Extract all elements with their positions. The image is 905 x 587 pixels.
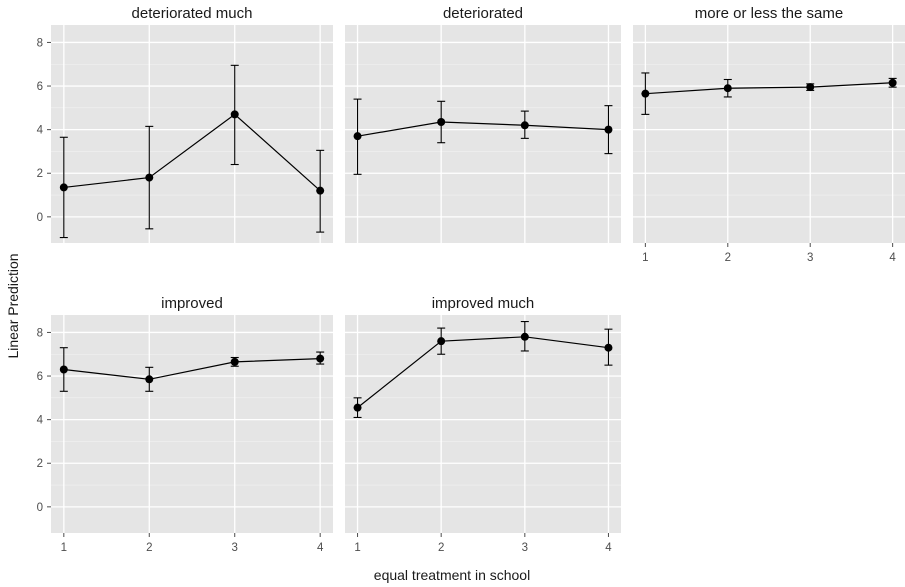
y-axis-title: Linear Prediction <box>5 253 21 358</box>
data-point <box>520 332 529 341</box>
x-tick-label: 4 <box>889 252 896 264</box>
y-tick-label: 4 <box>37 415 44 427</box>
x-tick-label: 1 <box>61 542 67 554</box>
x-tick-label: 4 <box>317 542 324 554</box>
panel-2: deteriorated <box>345 5 621 243</box>
facet-title: deteriorated <box>443 5 523 22</box>
data-point <box>59 183 68 192</box>
data-point <box>888 78 897 87</box>
y-tick-label: 6 <box>37 81 43 93</box>
panels-layer: deteriorated much 0 2 4 6 8 deteriorated more o… <box>37 5 905 554</box>
data-point <box>316 354 325 363</box>
x-tick-label: 2 <box>725 252 731 264</box>
y-tick-label: 6 <box>37 371 43 383</box>
data-point <box>723 84 732 93</box>
series-line <box>63 358 321 380</box>
y-tick-label: 0 <box>37 502 43 514</box>
panel-3: more or less the same 1 2 3 4 <box>633 5 905 264</box>
panel-1: deteriorated much 0 2 4 6 8 <box>37 5 333 243</box>
data-point <box>641 89 650 98</box>
data-point <box>604 343 613 352</box>
panel-background <box>345 25 621 243</box>
y-tick-label: 2 <box>37 168 43 180</box>
facet-title: improved much <box>432 295 535 312</box>
panel-background <box>51 25 333 243</box>
data-point <box>230 357 239 366</box>
panel-5: improved much 1 2 3 4 <box>345 295 621 554</box>
y-tick-label: 4 <box>37 125 44 137</box>
x-tick-label: 2 <box>438 542 444 554</box>
series-line <box>357 336 609 409</box>
x-tick-label: 3 <box>807 252 813 264</box>
data-point <box>145 173 154 182</box>
series-line <box>645 82 893 95</box>
data-point <box>230 110 239 119</box>
series-line <box>357 121 609 137</box>
data-point <box>353 132 362 141</box>
y-tick-label: 8 <box>37 37 43 49</box>
x-tick-label: 4 <box>605 542 612 554</box>
panel-background <box>633 25 905 243</box>
facet-title: more or less the same <box>695 5 843 22</box>
data-point <box>520 121 529 130</box>
panel-background <box>51 315 333 533</box>
data-point <box>316 186 325 195</box>
panel-background <box>345 315 621 533</box>
data-point <box>59 365 68 374</box>
x-tick-label: 2 <box>146 542 152 554</box>
data-point <box>353 403 362 412</box>
x-tick-label: 1 <box>354 542 360 554</box>
facet-title: deteriorated much <box>132 5 253 22</box>
facet-title: improved <box>161 295 223 312</box>
data-point <box>806 83 815 92</box>
panel-4: improved 0 2 4 6 8 1 2 3 4 <box>37 295 333 554</box>
series-line <box>63 113 321 192</box>
x-tick-label: 3 <box>232 542 238 554</box>
data-point <box>145 375 154 384</box>
data-point <box>604 125 613 134</box>
data-point <box>437 337 446 346</box>
y-tick-label: 2 <box>37 458 43 470</box>
x-tick-label: 3 <box>522 542 528 554</box>
x-axis-title: equal treatment in school <box>374 567 530 583</box>
x-tick-label: 1 <box>642 252 648 264</box>
y-tick-label: 0 <box>37 212 43 224</box>
y-tick-label: 8 <box>37 327 43 339</box>
data-point <box>437 118 446 127</box>
